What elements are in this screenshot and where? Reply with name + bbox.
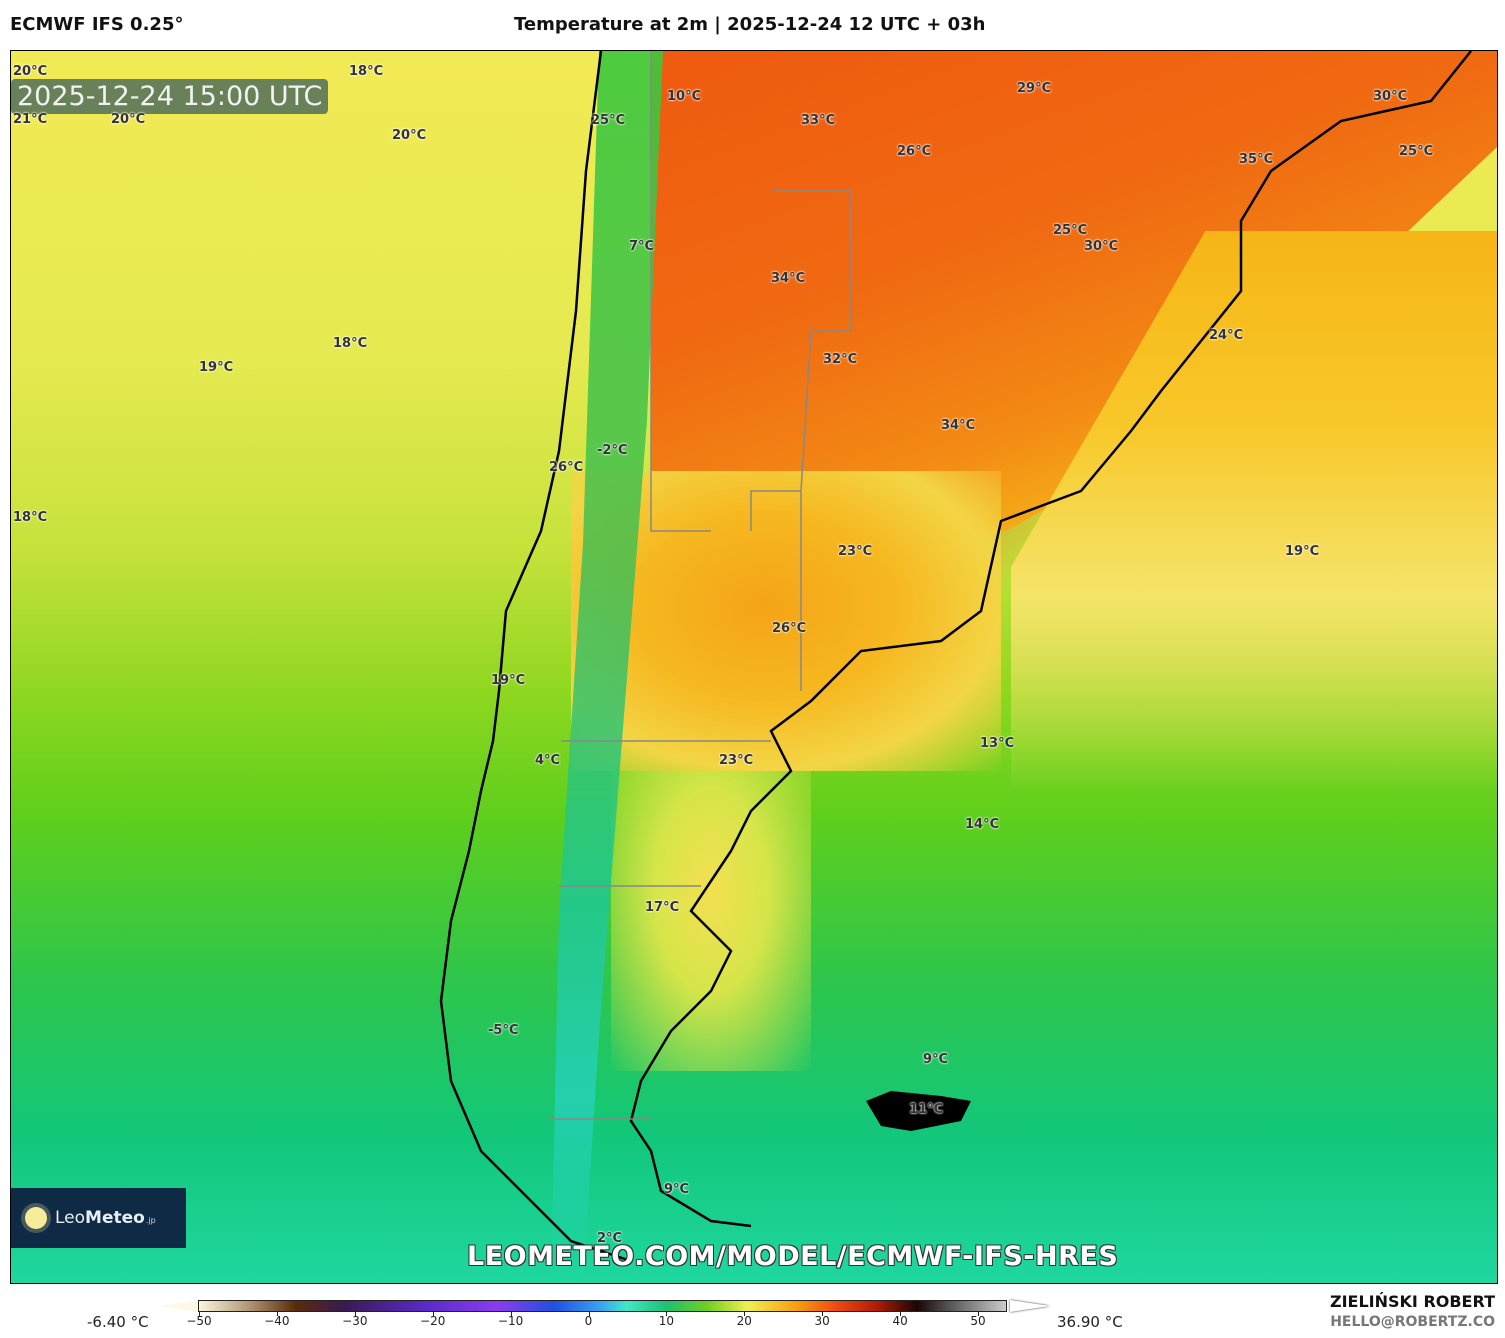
colorbar-tick-label: 20	[736, 1314, 752, 1328]
model-title: ECMWF IFS 0.25°	[10, 14, 184, 35]
temperature-label: 18°C	[333, 336, 368, 351]
colorbar-tick-label: −10	[497, 1314, 524, 1328]
temperature-label: 26°C	[549, 460, 584, 475]
colorbar-tick-label: 30	[814, 1314, 830, 1328]
colorbar-tick-mark	[588, 1311, 590, 1316]
temperature-label: 30°C	[1373, 89, 1408, 104]
temperature-label: 20°C	[392, 128, 427, 143]
temperature-label: 25°C	[1399, 144, 1434, 159]
patagonia-region	[611, 771, 811, 1071]
temperature-label: 34°C	[941, 418, 976, 433]
temperature-label: -2°C	[597, 443, 628, 458]
colorbar-tick-mark	[822, 1311, 824, 1316]
temperature-label: 29°C	[1017, 81, 1052, 96]
leometeo-logo[interactable]: LeoMeteo.jp	[11, 1188, 186, 1248]
temperature-label: 23°C	[719, 753, 754, 768]
colorbar-low-arrow	[160, 1300, 198, 1312]
temperature-label: 13°C	[980, 736, 1015, 751]
temperature-label: 34°C	[771, 271, 806, 286]
temperature-label: 25°C	[591, 113, 626, 128]
temperature-label: 19°C	[199, 360, 234, 375]
colorbar	[160, 1300, 1050, 1312]
colorbar-tick-mark	[978, 1311, 979, 1316]
temperature-label: 17°C	[645, 900, 680, 915]
temperature-label: 20°C	[111, 112, 146, 127]
colorbar-tick-mark	[199, 1311, 200, 1316]
colorbar-min-label: -6.40 °C	[87, 1313, 149, 1331]
watermark-url: LEOMETEO.COM/MODEL/ECMWF-IFS-HRES	[467, 1241, 1119, 1272]
colorbar-tick-mark	[432, 1311, 434, 1316]
temperature-label: 26°C	[772, 621, 807, 636]
colorbar-max-label: 36.90 °C	[1057, 1313, 1123, 1331]
temperature-label: 10°C	[667, 89, 702, 104]
temperature-label: 24°C	[1209, 328, 1244, 343]
temperature-label: 7°C	[629, 239, 655, 254]
temperature-label: 18°C	[349, 64, 384, 79]
colorbar-tick-label: −50	[186, 1314, 212, 1328]
temperature-label: 30°C	[1084, 239, 1119, 254]
temperature-label: 19°C	[491, 673, 526, 688]
temperature-label: 14°C	[965, 817, 1000, 832]
coastline-overlay	[439, 51, 1472, 1263]
colorbar-tick-label: −40	[264, 1314, 290, 1328]
chart-title: Temperature at 2m | 2025-12-24 12 UTC + …	[514, 14, 986, 35]
temperature-label: 21°C	[13, 112, 48, 127]
sun-icon	[25, 1207, 47, 1229]
colorbar-tick-mark	[666, 1311, 668, 1316]
temperature-label: 20°C	[13, 64, 48, 79]
temperature-label: 19°C	[1285, 544, 1320, 559]
colorbar-tick-label: 50	[970, 1314, 986, 1328]
temperature-label: 23°C	[838, 544, 873, 559]
colorbar-tick-mark	[744, 1311, 746, 1316]
temperature-label: 25°C	[1053, 223, 1088, 238]
valid-time-badge: 2025-12-24 15:00 UTC	[11, 79, 329, 114]
author-name: ZIELIŃSKI ROBERT	[1329, 1292, 1495, 1311]
colorbar-tick-label: 40	[892, 1314, 908, 1328]
logo-text: LeoMeteo.jp	[55, 1208, 156, 1228]
colorbar-tick-label: 10	[658, 1314, 675, 1328]
temperature-label: 9°C	[923, 1052, 949, 1067]
temperature-map: 2025-12-24 15:00 UTC 20°C 21°C 20°C 18°C 20°…	[10, 50, 1498, 1284]
temperature-label: 32°C	[823, 352, 858, 367]
colorbar-tick-label: −30	[342, 1314, 368, 1328]
temperature-label: 35°C	[1239, 152, 1274, 167]
colorbar-tick-mark	[276, 1311, 278, 1316]
temperature-label: 33°C	[801, 113, 836, 128]
temperature-label: 26°C	[897, 144, 932, 159]
colorbar-high-arrow	[1010, 1300, 1050, 1312]
temperature-label: 18°C	[13, 510, 48, 525]
colorbar-tick-mark	[510, 1311, 512, 1316]
colorbar-tick-mark	[900, 1311, 902, 1316]
temperature-label: 9°C	[664, 1182, 690, 1197]
colorbar-tick-label: −20	[420, 1314, 446, 1328]
colorbar-tick-mark	[354, 1311, 356, 1316]
temperature-label: -5°C	[488, 1023, 519, 1038]
colorbar-tick-label: 0	[584, 1314, 593, 1328]
temperature-label: 2°C	[597, 1231, 623, 1246]
author-email[interactable]: HELLO@ROBERTZ.CO	[1330, 1314, 1495, 1330]
temperature-label: 11°C	[909, 1102, 944, 1117]
colorbar-gradient	[198, 1300, 1007, 1312]
temperature-label: 4°C	[535, 753, 561, 768]
